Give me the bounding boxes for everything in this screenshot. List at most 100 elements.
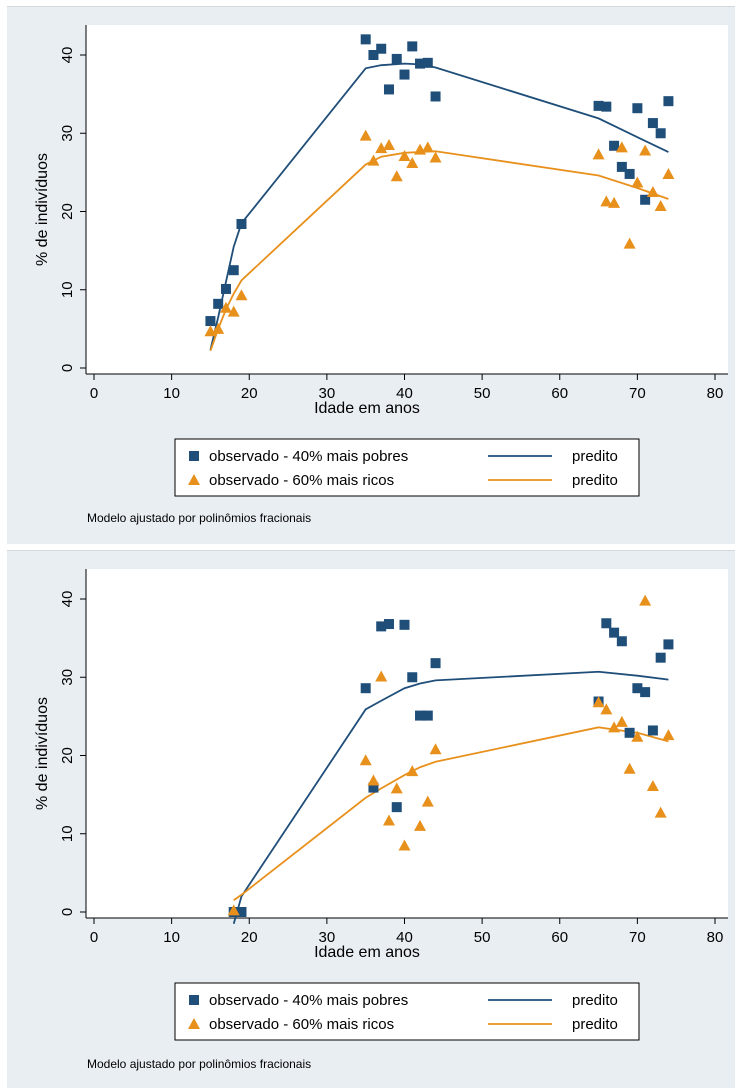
chart-1-note: Modelo ajustado por polinômios fracionai… — [87, 511, 312, 525]
chart-1-point-square — [368, 50, 379, 60]
chart-2-point-triangle — [639, 594, 652, 606]
chart-1-point-triangle — [235, 289, 248, 301]
chart-2-point-square — [609, 627, 620, 638]
chart-1-y-axis-label: % de indivíduos — [34, 153, 51, 266]
chart-1-point-triangle — [390, 170, 403, 182]
chart-1-point-triangle — [615, 141, 628, 153]
chart-2-point-square — [430, 658, 441, 669]
chart-2-point-triangle — [382, 814, 395, 826]
chart-2-legend-label: observado - 40% mais pobres — [209, 992, 408, 1009]
chart-1-point-triangle — [367, 154, 380, 166]
chart-2-point-triangle — [662, 729, 675, 741]
chart-1-legend-marker-triangle — [188, 474, 200, 485]
chart-2-x-tick-label: 80 — [707, 929, 724, 946]
chart-1-x-tick-label: 10 — [163, 385, 180, 402]
chart-1-point-triangle — [227, 305, 240, 317]
chart-1-point-triangle — [592, 148, 605, 160]
chart-2-x-tick-label: 20 — [241, 929, 258, 946]
chart-1-point-triangle — [421, 141, 434, 153]
chart-2-x-tick-label: 40 — [396, 929, 413, 946]
chart-2-y-tick-label: 0 — [59, 908, 76, 916]
chart-1-point-triangle — [654, 200, 667, 212]
chart-2-point-triangle — [375, 670, 388, 682]
chart-2-legend-label: observado - 60% mais ricos — [209, 1016, 394, 1033]
chart-1-y-tick-label: 10 — [59, 281, 76, 298]
chart-2-point-square — [632, 683, 643, 694]
chart-2-point-square — [383, 619, 394, 630]
chart-1-point-square — [632, 103, 643, 114]
chart-1-point-square — [383, 84, 394, 95]
chart-2-legend-marker-triangle — [188, 1018, 200, 1029]
chart-2-point-square — [624, 727, 635, 738]
chart-1-point-square — [647, 118, 658, 129]
chart-2-point-square — [415, 710, 426, 721]
chart-1-point-square — [236, 219, 247, 230]
chart-2-x-axis-label: Idade em anos — [314, 944, 420, 961]
chart-1-x-tick-label: 30 — [319, 385, 336, 402]
chart-panel-2: 0 10 20 30 40 50 60 70 80 0 10 20 30 40 Idade em anos%… — [7, 550, 735, 1088]
chart-1-point-square — [228, 265, 239, 276]
chart-2-y-tick-label: 10 — [59, 825, 76, 842]
chart-1-point-triangle — [219, 301, 232, 313]
chart-1-x-tick-label: 70 — [629, 385, 646, 402]
chart-1-point-triangle — [359, 129, 372, 141]
chart-1-point-square — [601, 101, 612, 112]
chart-2-point-square — [655, 652, 666, 663]
chart-1-legend-label: observado - 40% mais pobres — [209, 448, 408, 465]
chart-2-point-triangle — [406, 765, 419, 777]
chart-2-y-axis-label: % de indivíduos — [34, 697, 51, 810]
chart-2-point-triangle — [615, 715, 628, 727]
chart-2-x-tick-label: 30 — [319, 929, 336, 946]
chart-1-legend-marker-square — [189, 451, 199, 461]
chart-1-point-square — [213, 298, 224, 309]
chart-1-legend-label: observado - 60% mais ricos — [209, 472, 394, 489]
chart-1-point-triangle — [212, 322, 225, 334]
chart-2-point-triangle — [390, 782, 403, 794]
chart-2-point-triangle — [600, 703, 613, 715]
chart-1-point-square — [415, 58, 426, 69]
chart-2-point-triangle — [227, 904, 240, 916]
chart-1-legend-label: predito — [572, 472, 618, 489]
chart-1-point-square — [616, 161, 627, 172]
chart-1-x-tick-label: 40 — [396, 385, 413, 402]
chart-1-x-axis-label: Idade em anos — [314, 400, 420, 417]
chart-1-point-square — [422, 57, 433, 68]
chart-1-point-square — [220, 283, 231, 294]
chart-2-y-tick-label: 30 — [59, 669, 76, 686]
chart-1-point-square — [399, 69, 410, 80]
chart-2-x-tick-label: 60 — [551, 929, 568, 946]
chart-2-point-square — [422, 710, 433, 721]
chart-2-point-square — [368, 782, 379, 793]
chart-1-point-triangle — [382, 138, 395, 150]
chart-2-point-square — [399, 619, 410, 630]
chart-1-point-triangle — [406, 156, 419, 168]
chart-2-note: Modelo ajustado por polinômios fracionai… — [87, 1057, 312, 1071]
chart-1-point-square — [593, 100, 604, 111]
chart-1-point-triangle — [429, 151, 442, 163]
chart-1-legend-label: predito — [572, 448, 618, 465]
chart-1-x-tick-label: 60 — [551, 385, 568, 402]
chart-2-point-triangle — [429, 743, 442, 755]
chart-1-point-triangle — [662, 167, 675, 179]
chart-2-point-square — [647, 725, 658, 736]
chart-2-point-square — [391, 802, 402, 813]
chart-2-x-tick-label: 50 — [474, 929, 491, 946]
chart-2-point-triangle — [631, 730, 644, 742]
chart-2-legend-label: predito — [572, 1016, 618, 1033]
chart-2-point-triangle — [608, 721, 621, 733]
chart-1-point-square — [655, 128, 666, 139]
chart-2-point-triangle — [421, 795, 434, 807]
chart-1-x-tick-label: 0 — [90, 385, 98, 402]
chart-1-y-tick-label: 30 — [59, 125, 76, 142]
chart-1-point-triangle — [398, 149, 411, 161]
chart-1-x-tick-label: 20 — [241, 385, 258, 402]
chart-2-point-square — [601, 618, 612, 629]
chart-2-y-tick-label: 40 — [59, 591, 76, 608]
chart-1-y-tick-label: 40 — [59, 47, 76, 64]
chart-1-point-triangle — [631, 176, 644, 188]
chart-2-legend — [174, 982, 640, 1041]
chart-1-y-tick-label: 20 — [59, 203, 76, 220]
chart-2-point-triangle — [623, 762, 636, 774]
chart-1-point-square — [430, 91, 441, 102]
